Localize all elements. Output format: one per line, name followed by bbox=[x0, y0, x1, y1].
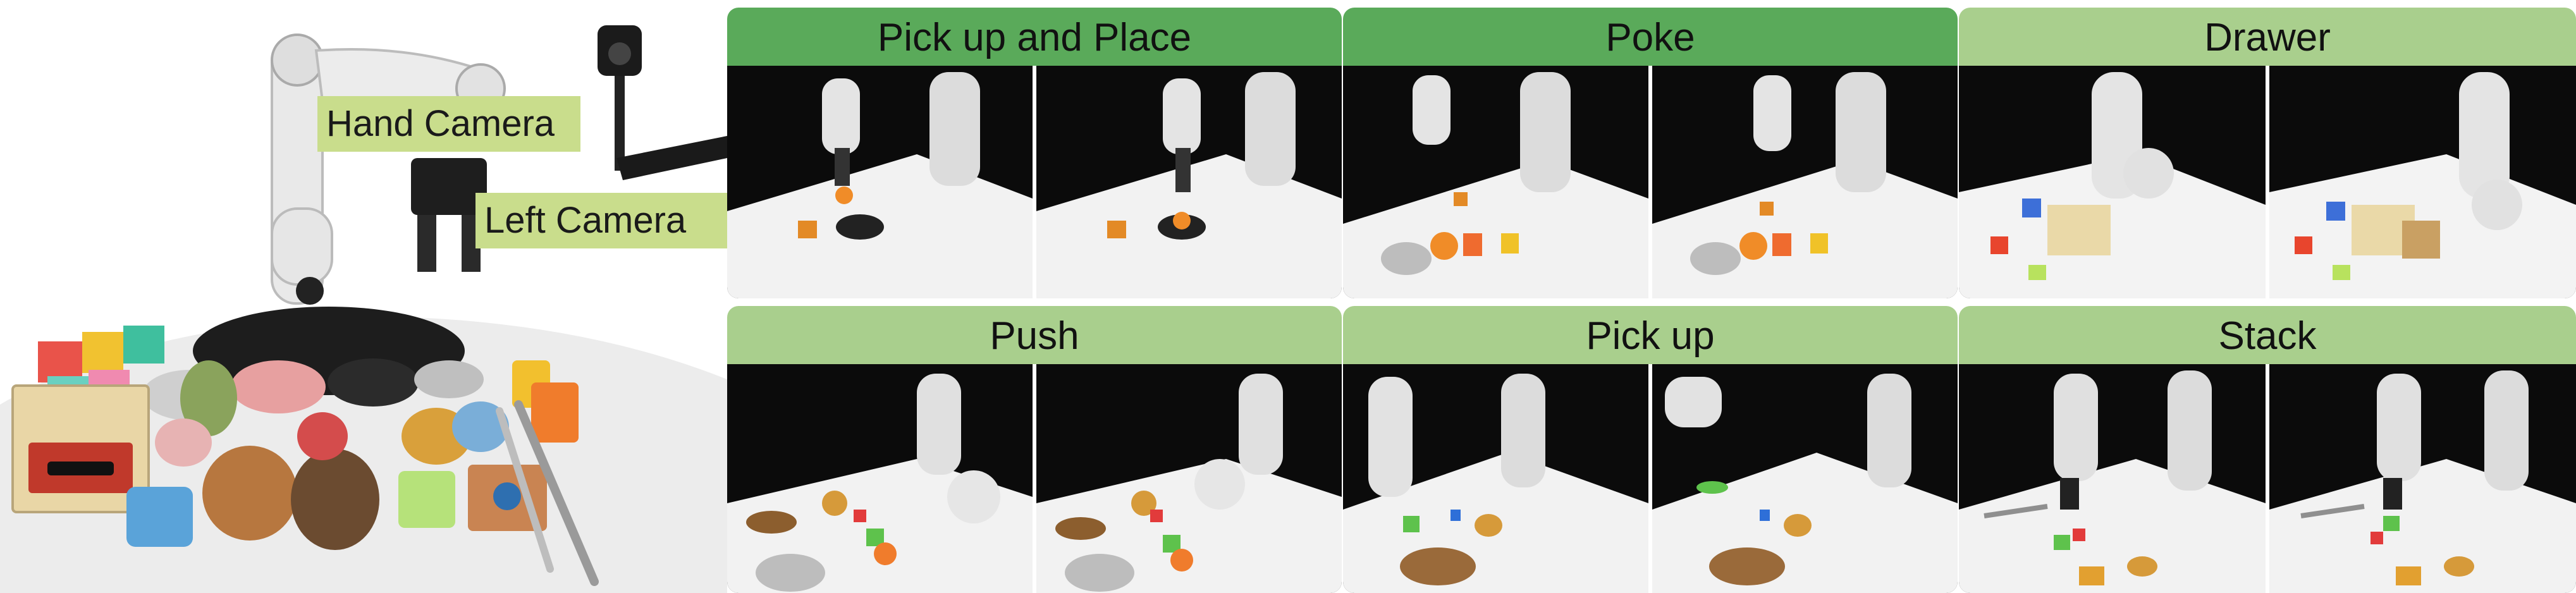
task-panel-drawer: Drawer bbox=[1959, 8, 2576, 298]
hand-camera-frame bbox=[727, 364, 1033, 593]
left-camera-frame bbox=[1036, 66, 1342, 298]
left-camera-frame bbox=[2269, 66, 2576, 298]
hand-camera-frame bbox=[1343, 66, 1648, 298]
hand-camera-frame bbox=[727, 66, 1033, 298]
left-camera-frame bbox=[1652, 66, 1958, 298]
left-camera-frame bbox=[1652, 364, 1958, 593]
hand-camera-frame bbox=[1959, 66, 2266, 298]
task-panel-push: Push bbox=[727, 306, 1342, 593]
left-camera-frame bbox=[1036, 364, 1342, 593]
hand-camera-frame bbox=[1959, 364, 2266, 593]
task-header: Pick up bbox=[1343, 306, 1958, 364]
task-panel-pick-up: Pick up bbox=[1343, 306, 1958, 593]
task-panel-poke: Poke bbox=[1343, 8, 1958, 298]
hand-camera-label: Hand Camera bbox=[317, 96, 580, 152]
hand-camera-frame bbox=[1343, 364, 1648, 593]
setup-photo: Hand Camera Left Camera bbox=[0, 0, 727, 593]
task-header: Stack bbox=[1959, 306, 2576, 364]
task-header: Drawer bbox=[1959, 8, 2576, 66]
task-panel-stack: Stack bbox=[1959, 306, 2576, 593]
task-header: Push bbox=[727, 306, 1342, 364]
left-camera-label: Left Camera bbox=[475, 193, 727, 248]
task-header: Poke bbox=[1343, 8, 1958, 66]
task-panel-pick-up-and-place: Pick up and Place bbox=[727, 8, 1342, 298]
left-camera-frame bbox=[2269, 364, 2576, 593]
task-header: Pick up and Place bbox=[727, 8, 1342, 66]
